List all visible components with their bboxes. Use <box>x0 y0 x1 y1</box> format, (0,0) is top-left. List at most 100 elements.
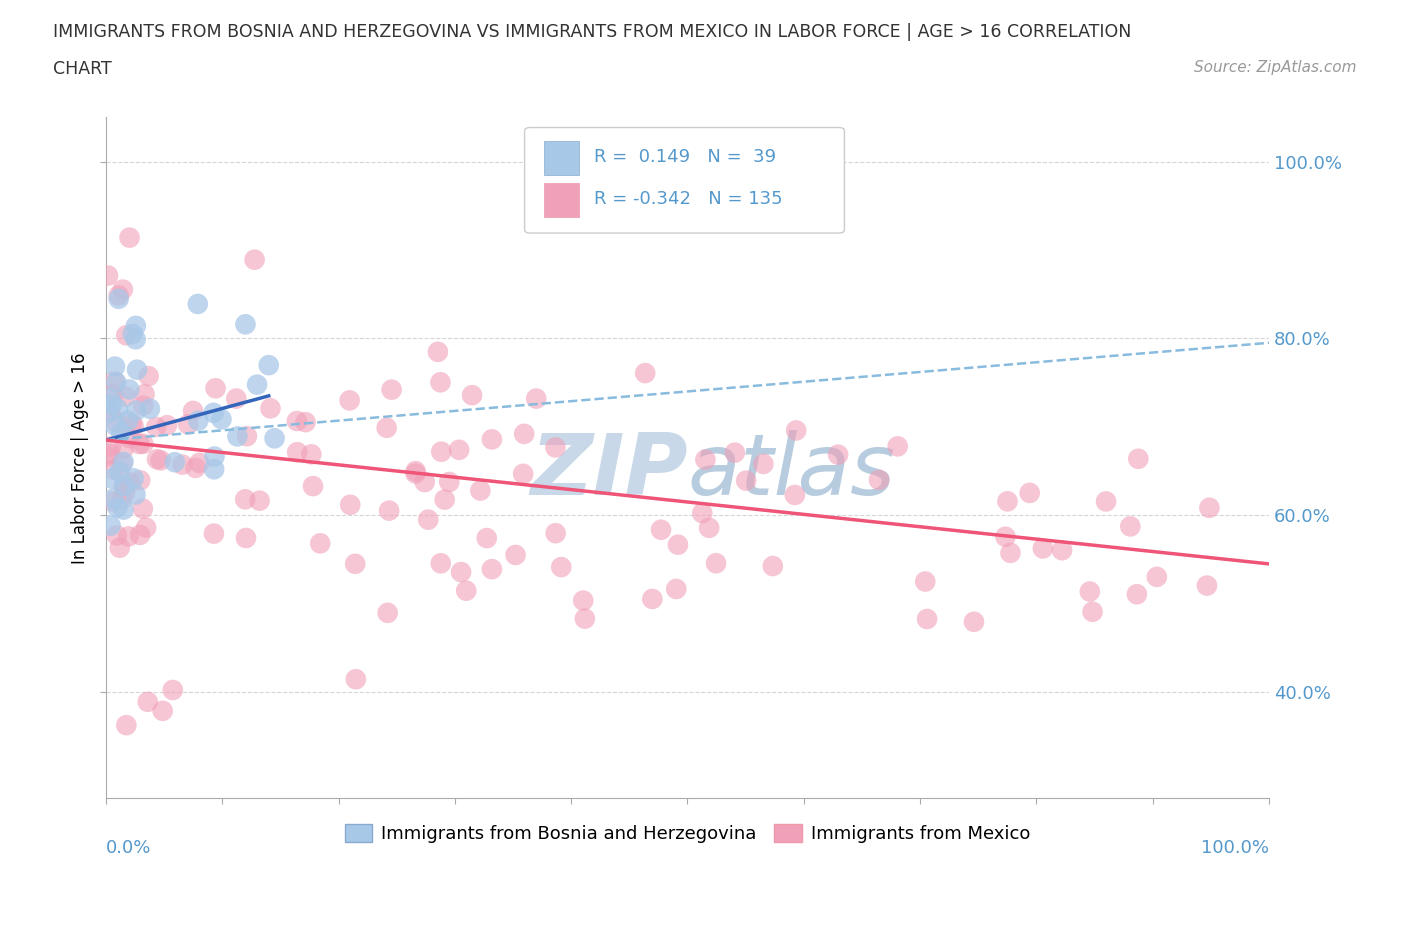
Text: R = -0.342   N = 135: R = -0.342 N = 135 <box>595 190 783 208</box>
Point <box>110 425 132 440</box>
Point <box>666 538 689 552</box>
Point <box>868 472 890 487</box>
Point <box>125 318 148 333</box>
Point <box>690 506 713 521</box>
Point <box>124 487 146 502</box>
Point <box>111 492 134 507</box>
Point <box>104 359 127 374</box>
Point <box>752 457 775 472</box>
Point <box>187 413 209 428</box>
Text: atlas: atlas <box>688 430 896 512</box>
Point <box>100 391 122 405</box>
Point <box>375 420 398 435</box>
Point <box>96 406 118 421</box>
Point <box>121 326 143 341</box>
Point <box>544 525 567 540</box>
Point <box>1000 545 1022 560</box>
Point <box>96 449 118 464</box>
Point <box>450 565 472 579</box>
Point <box>418 512 440 527</box>
Point <box>665 581 688 596</box>
Point <box>122 419 145 434</box>
Point <box>122 471 145 485</box>
Point <box>236 429 259 444</box>
Text: CHART: CHART <box>53 60 112 78</box>
Point <box>112 479 135 494</box>
Point <box>105 415 128 430</box>
Point <box>177 417 200 432</box>
Point <box>125 363 148 378</box>
Point <box>105 528 128 543</box>
Point <box>827 447 849 462</box>
Point <box>650 523 672 538</box>
Point <box>339 498 361 512</box>
Point <box>724 445 747 460</box>
Point <box>152 703 174 718</box>
Point <box>181 404 204 418</box>
Point <box>505 548 527 563</box>
Point <box>101 397 124 412</box>
Point <box>225 392 247 406</box>
Text: R =  0.149   N =  39: R = 0.149 N = 39 <box>595 148 776 166</box>
Point <box>963 615 986 630</box>
Point <box>117 413 139 428</box>
Point <box>475 531 498 546</box>
Point <box>162 683 184 698</box>
Point <box>146 452 169 467</box>
Legend: Immigrants from Bosnia and Herzegovina, Immigrants from Mexico: Immigrants from Bosnia and Herzegovina, … <box>337 817 1038 851</box>
Point <box>125 403 148 418</box>
Point <box>118 382 141 397</box>
Point <box>1126 587 1149 602</box>
Point <box>249 493 271 508</box>
Point <box>285 445 308 459</box>
Point <box>344 556 367 571</box>
Point <box>115 328 138 343</box>
Point <box>129 527 152 542</box>
Text: 0.0%: 0.0% <box>105 839 152 857</box>
Point <box>1198 500 1220 515</box>
Point <box>97 268 120 283</box>
Point <box>259 401 281 416</box>
Point <box>1032 541 1054 556</box>
Point <box>704 556 727 571</box>
FancyBboxPatch shape <box>544 141 579 175</box>
Point <box>433 492 456 507</box>
Text: IMMIGRANTS FROM BOSNIA AND HERZEGOVINA VS IMMIGRANTS FROM MEXICO IN LABOR FORCE : IMMIGRANTS FROM BOSNIA AND HERZEGOVINA V… <box>53 23 1132 41</box>
Point <box>994 529 1017 544</box>
Point <box>226 429 249 444</box>
Point <box>135 520 157 535</box>
Point <box>156 418 179 432</box>
Point <box>129 472 152 487</box>
Point <box>104 418 127 433</box>
Point <box>439 474 461 489</box>
Point <box>246 378 269 392</box>
Point <box>481 562 503 577</box>
Point <box>105 375 128 390</box>
Point <box>735 473 758 488</box>
Point <box>202 526 225 541</box>
Point <box>103 491 125 506</box>
Point <box>572 593 595 608</box>
Point <box>145 419 167 434</box>
Point <box>101 494 124 509</box>
Point <box>100 439 122 454</box>
Point <box>544 440 567 455</box>
Point <box>184 460 207 475</box>
Point <box>107 402 129 417</box>
Point <box>762 559 785 574</box>
Point <box>233 492 256 507</box>
Point <box>107 500 129 515</box>
Point <box>139 402 162 417</box>
Point <box>107 288 129 303</box>
Point <box>285 414 308 429</box>
Point <box>1195 578 1218 593</box>
Point <box>104 374 127 389</box>
Point <box>112 441 135 456</box>
Point <box>405 466 427 481</box>
FancyBboxPatch shape <box>544 183 579 218</box>
Point <box>112 502 135 517</box>
Point <box>108 464 131 479</box>
Point <box>235 317 257 332</box>
Point <box>188 456 211 471</box>
Point <box>132 436 155 451</box>
